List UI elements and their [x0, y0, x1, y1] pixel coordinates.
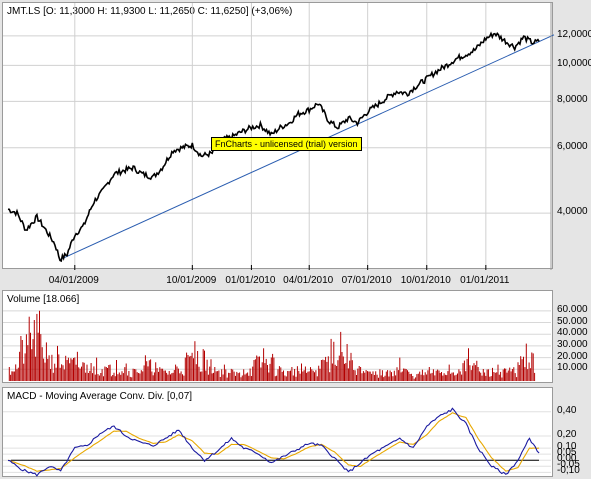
volume-y-tick-label: 20.000	[557, 350, 588, 362]
volume-y-tick-label: 50.000	[557, 315, 588, 327]
price-panel: JMT.LS [O: 11,3000 H: 11,9300 L: 11,2650…	[2, 2, 555, 270]
volume-panel-title: Volume [18.066]	[7, 294, 80, 305]
volume-y-tick-label: 10.000	[557, 362, 588, 374]
price-y-tick-label: 8,0000	[557, 94, 588, 106]
macd-y-tick-label: 0,10	[557, 441, 577, 453]
trial-watermark: FnCharts - unlicensed (trial) version	[211, 137, 362, 151]
price-x-tick-label: 10/01/2009	[166, 275, 217, 286]
macd-y-tick-label: -0,10	[557, 465, 580, 477]
price-series-line	[7, 31, 540, 263]
macd-y-tick-label: 0,20	[557, 428, 577, 440]
volume-y-tick-label: 40.000	[557, 327, 588, 339]
macd-y-tick-label: 0,05	[557, 447, 577, 459]
price-panel-title: JMT.LS [O: 11,3000 H: 11,9300 L: 11,2650…	[7, 6, 293, 17]
price-x-tick-label: 01/01/2010	[225, 275, 276, 286]
price-x-tick-label: 07/01/2010	[341, 275, 392, 286]
price-chart	[3, 3, 555, 270]
macd-line	[7, 407, 540, 477]
macd-panel: MACD - Moving Average Conv. Div. [0,07]	[2, 387, 553, 477]
macd-y-tick-label: 0,00	[557, 453, 577, 465]
price-y-tick-label: 6,0000	[557, 140, 588, 152]
price-y-tick-label: 12,0000	[557, 28, 591, 40]
price-x-tick-label: 10/01/2010	[400, 275, 451, 286]
volume-y-tick-label: 60.000	[557, 303, 588, 315]
volume-y-tick-label: 30.000	[557, 338, 588, 350]
price-y-tick-label: 4,0000	[557, 206, 588, 218]
macd-y-tick-label: 0,40	[557, 404, 577, 416]
price-y-tick-label: 10,0000	[557, 58, 591, 70]
price-x-tick-label: 01/01/2011	[460, 275, 510, 286]
macd-signal-line	[7, 412, 540, 472]
macd-y-tick-label: -0,05	[557, 459, 580, 471]
macd-chart	[3, 407, 551, 477]
price-x-tick-label: 04/01/2009	[48, 275, 99, 286]
volume-panel: Volume [18.066]	[2, 290, 553, 383]
macd-panel-title: MACD - Moving Average Conv. Div. [0,07]	[7, 391, 193, 402]
price-x-tick-label: 04/01/2010	[283, 275, 334, 286]
volume-chart	[3, 310, 551, 381]
